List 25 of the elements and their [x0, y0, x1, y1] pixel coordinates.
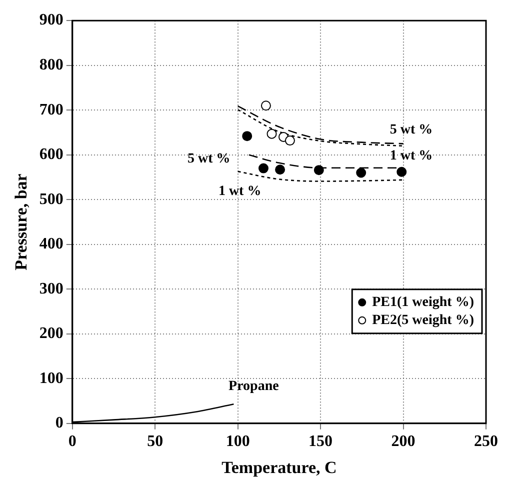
annotation: 5 wt % — [390, 122, 433, 138]
annotation: Propane — [228, 378, 279, 394]
y-tick-label: 300 — [39, 280, 64, 298]
y-tick-label: 600 — [39, 146, 64, 164]
y-tick-label: 400 — [39, 236, 64, 253]
x-tick-label: 200 — [391, 433, 416, 450]
annotation: 5 wt % — [188, 151, 230, 166]
y-tick-label: 0 — [55, 414, 64, 432]
x-tick-label: 50 — [147, 433, 164, 450]
y-tick-label: 700 — [39, 101, 64, 118]
legend-label: PE1(1 weight %) — [372, 295, 474, 310]
y-tick-label: 200 — [39, 325, 64, 342]
x-tick-label: 0 — [68, 433, 76, 450]
x-tick-label: 250 — [474, 433, 498, 450]
x-tick-label: 100 — [226, 433, 250, 450]
y-tick-label: 500 — [39, 190, 64, 208]
y-tick-label: 100 — [39, 370, 64, 387]
y-axis-title: Pressure, bar — [12, 173, 31, 270]
legend-label: PE2(5 weight %) — [372, 313, 474, 328]
y-tick-label: 800 — [39, 56, 64, 74]
x-tick-label: 150 — [308, 433, 333, 450]
x-axis-title: Temperature, C — [222, 458, 337, 478]
y-tick-label: 900 — [39, 12, 64, 29]
annotation: 1 wt % — [390, 148, 433, 164]
annotation: 1 wt % — [218, 184, 262, 200]
